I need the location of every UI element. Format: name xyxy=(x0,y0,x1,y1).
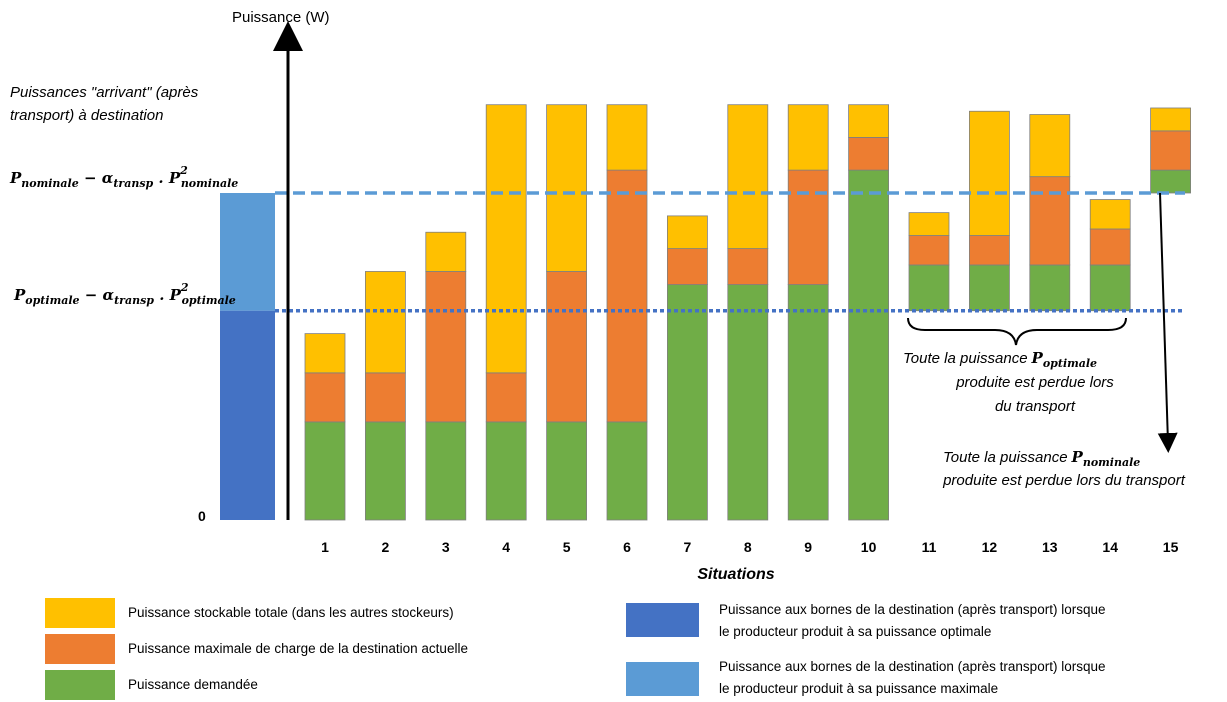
x-tick-13: 13 xyxy=(1042,539,1058,555)
x-tick-labels: 1 2 3 4 5 6 7 8 9 10 11 12 13 14 15 xyxy=(321,539,1178,555)
y-zero-label: 0 xyxy=(198,508,206,524)
bar-stockable-12 xyxy=(969,110,1010,236)
bar-demandee-4 xyxy=(485,421,527,521)
bar-demandee-1 xyxy=(304,421,346,521)
brace-annotation xyxy=(907,317,1127,346)
bar-stockable-9 xyxy=(787,104,829,171)
bar-charge-15 xyxy=(1150,130,1191,171)
bar-stockable-3 xyxy=(425,231,467,272)
bar-charge-5 xyxy=(546,271,587,423)
bar-stockable-11 xyxy=(908,212,950,236)
bar-charge-14 xyxy=(1089,228,1131,266)
brace-annotation-line-3: du transport xyxy=(995,398,1076,415)
legend-label-optimale-line-1: Puissance aux bornes de la destination (… xyxy=(719,602,1105,617)
bar-charge-6 xyxy=(606,169,648,423)
arrow-annotation xyxy=(1157,192,1178,453)
y-axis-title: Puissance (W) xyxy=(232,9,330,26)
bar-charge-4 xyxy=(485,372,527,423)
bar-stockable-6 xyxy=(606,104,648,171)
x-tick-8: 8 xyxy=(744,539,752,555)
reference-bar-optimale xyxy=(220,310,275,520)
bar-stockable-4 xyxy=(485,104,527,374)
legend-swatch-optimale xyxy=(626,603,699,637)
bar-demandee-2 xyxy=(364,421,406,521)
bar-charge-7 xyxy=(667,248,708,285)
legend-swatch-stockable xyxy=(45,598,115,628)
x-tick-14: 14 xyxy=(1102,539,1118,555)
bar-demandee-10 xyxy=(848,169,889,521)
bar-demandee-5 xyxy=(546,421,587,521)
x-tick-9: 9 xyxy=(804,539,812,555)
reference-bar xyxy=(220,193,275,520)
arrow-annotation-line-1: Toute la puissance Pnominale xyxy=(943,448,1140,469)
bar-charge-12 xyxy=(969,235,1010,266)
bar-charge-3 xyxy=(425,271,467,423)
legend-label-charge: Puissance maximale de charge de la desti… xyxy=(128,641,468,656)
bar-stockable-14 xyxy=(1089,199,1131,230)
bar-stockable-10 xyxy=(848,104,889,138)
bar-demandee-11 xyxy=(908,264,950,312)
left-annotation-line-1: Puissances "arrivant" (après xyxy=(10,84,199,101)
bar-charge-9 xyxy=(787,169,829,285)
legend-label-maximale-line-1: Puissance aux bornes de la destination (… xyxy=(719,659,1105,674)
formula-nominale-label: Pnominale − αtransp . P2 nominale xyxy=(9,164,238,190)
bar-stockable-5 xyxy=(546,104,587,272)
x-tick-6: 6 xyxy=(623,539,631,555)
legend-swatch-maximale xyxy=(626,662,699,696)
x-tick-10: 10 xyxy=(861,539,877,555)
reference-lines xyxy=(275,191,1185,313)
legend-swatch-demandee xyxy=(45,670,115,700)
arrow-annotation-line-2: produite est perdue lors du transport xyxy=(942,472,1186,489)
legend-label-stockable: Puissance stockable totale (dans les aut… xyxy=(128,605,454,620)
bar-charge-8 xyxy=(727,248,769,285)
x-tick-3: 3 xyxy=(442,539,450,555)
bar-stockable-2 xyxy=(364,271,406,374)
bar-demandee-15 xyxy=(1150,169,1191,194)
x-tick-2: 2 xyxy=(382,539,390,555)
bar-demandee-9 xyxy=(787,284,829,521)
x-tick-11: 11 xyxy=(922,539,937,555)
formula-optimale-label: Poptimale − αtransp . P2 optimale xyxy=(13,281,236,307)
brace-annotation-line-2: produite est perdue lors xyxy=(955,374,1114,391)
reference-bar-maximale xyxy=(220,193,275,311)
bar-stockable-15 xyxy=(1150,107,1191,132)
bar-stockable-13 xyxy=(1029,114,1071,178)
x-tick-12: 12 xyxy=(982,539,998,555)
bar-demandee-7 xyxy=(667,284,708,521)
legend-label-demandee: Puissance demandée xyxy=(128,677,258,692)
bar-charge-10 xyxy=(848,137,889,171)
bar-stockable-8 xyxy=(727,104,769,249)
brace-annotation-line-1: Toute la puissance Poptimale xyxy=(903,349,1097,370)
legend-label-maximale-line-2: le producteur produit à sa puissance max… xyxy=(719,681,998,696)
x-axis-title: Situations xyxy=(697,566,774,583)
bars-group xyxy=(304,104,1191,521)
bar-demandee-3 xyxy=(425,421,467,521)
bar-demandee-6 xyxy=(606,421,648,521)
bar-stockable-1 xyxy=(304,333,346,374)
x-tick-15: 15 xyxy=(1163,539,1179,555)
bar-charge-11 xyxy=(908,235,950,266)
legend-label-optimale-line-2: le producteur produit à sa puissance opt… xyxy=(719,624,991,639)
bar-demandee-12 xyxy=(969,264,1010,312)
x-tick-1: 1 xyxy=(321,539,329,555)
bar-charge-2 xyxy=(364,372,406,423)
bar-demandee-14 xyxy=(1089,264,1131,312)
x-tick-4: 4 xyxy=(502,539,510,555)
bar-demandee-8 xyxy=(727,284,769,521)
bar-stockable-7 xyxy=(667,215,708,249)
bar-charge-13 xyxy=(1029,176,1071,266)
x-tick-7: 7 xyxy=(684,539,692,555)
legend: Puissance stockable totale (dans les aut… xyxy=(45,598,1105,700)
left-annotation-line-2: transport) à destination xyxy=(10,107,163,124)
x-tick-5: 5 xyxy=(563,539,571,555)
bar-charge-1 xyxy=(304,372,346,423)
bar-demandee-13 xyxy=(1029,264,1071,312)
legend-swatch-charge xyxy=(45,634,115,664)
